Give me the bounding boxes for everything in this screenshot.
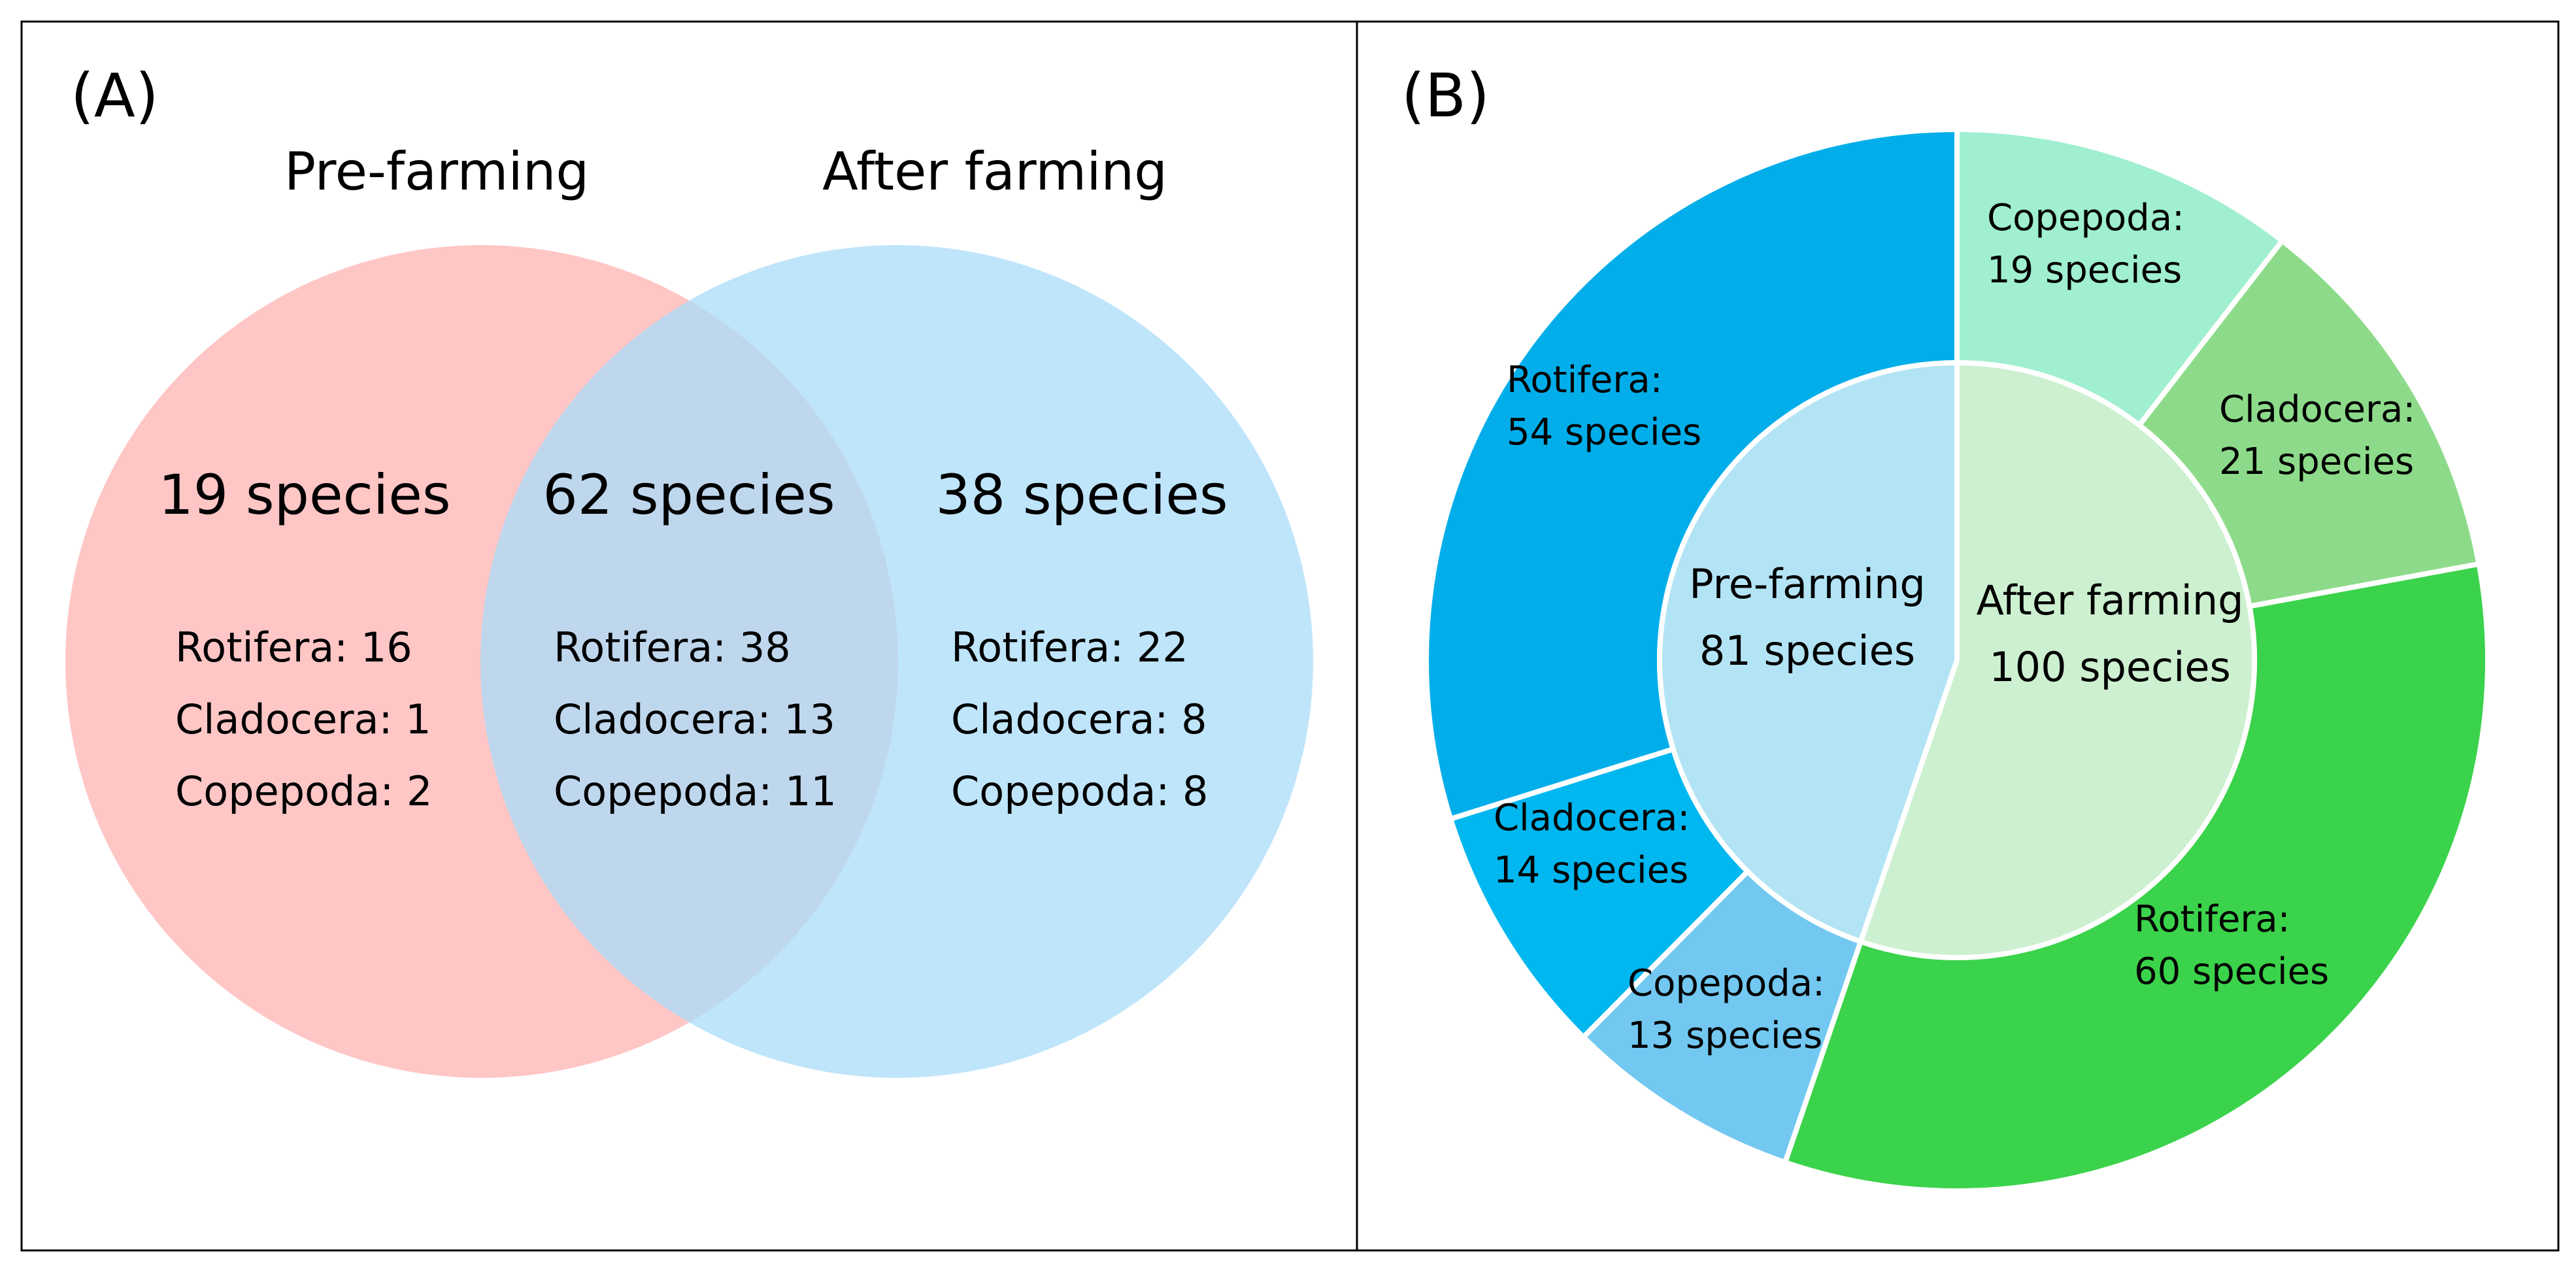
venn-right-line: Copepoda: 8 xyxy=(951,767,1208,815)
outer-label-pre-farming-cladocera: Cladocera: 14 species xyxy=(1494,797,1690,892)
venn-left-line: Copepoda: 2 xyxy=(175,767,432,815)
outer-label-after-farming-copepoda: Copepoda: 19 species xyxy=(1987,197,2184,292)
venn-right-line: Cladocera: 8 xyxy=(951,695,1207,743)
venn-right-title: After farming xyxy=(822,141,1167,202)
inner-slice-pre-farming xyxy=(1657,360,1960,945)
inner-label-pre-farming: Pre-farming 81 species xyxy=(1689,560,1925,675)
nested-donut-chart: Copepoda: 19 species Cladocera: 21 species R… xyxy=(1424,126,2490,1194)
venn-left-title: Pre-farming xyxy=(284,141,589,202)
venn-shared-line: Copepoda: 11 xyxy=(554,767,837,815)
venn-shared-line: Cladocera: 13 xyxy=(554,695,835,743)
venn-left-line: Cladocera: 1 xyxy=(175,695,431,743)
panel-a-label: (A) xyxy=(71,61,159,131)
outer-label-after-farming-cladocera: Cladocera: 21 species xyxy=(2219,388,2415,483)
venn-right-line: Rotifera: 22 xyxy=(951,624,1188,671)
venn-shared-line: Rotifera: 38 xyxy=(554,624,791,671)
panel-b-frame xyxy=(1356,20,2560,1252)
outer-label-after-farming-rotifera: Rotifera: 60 species xyxy=(2134,898,2329,993)
outer-label-pre-farming-rotifera: Rotifera: 54 species xyxy=(1507,359,1701,454)
outer-label-pre-farming-copepoda: Copepoda: 13 species xyxy=(1628,962,1825,1057)
venn-diagram: (A) Pre-farming After farming 19 species… xyxy=(65,61,1313,1078)
inner-label-after-farming: After farming 100 species xyxy=(1976,577,2243,691)
panel-b-label: (B) xyxy=(1401,61,1490,131)
venn-shared-count: 62 species xyxy=(543,463,835,527)
venn-left-count: 19 species xyxy=(158,463,450,527)
venn-left-line: Rotifera: 16 xyxy=(175,624,412,671)
venn-circle-after-farming xyxy=(480,245,1313,1078)
venn-right-count: 38 species xyxy=(935,463,1228,527)
